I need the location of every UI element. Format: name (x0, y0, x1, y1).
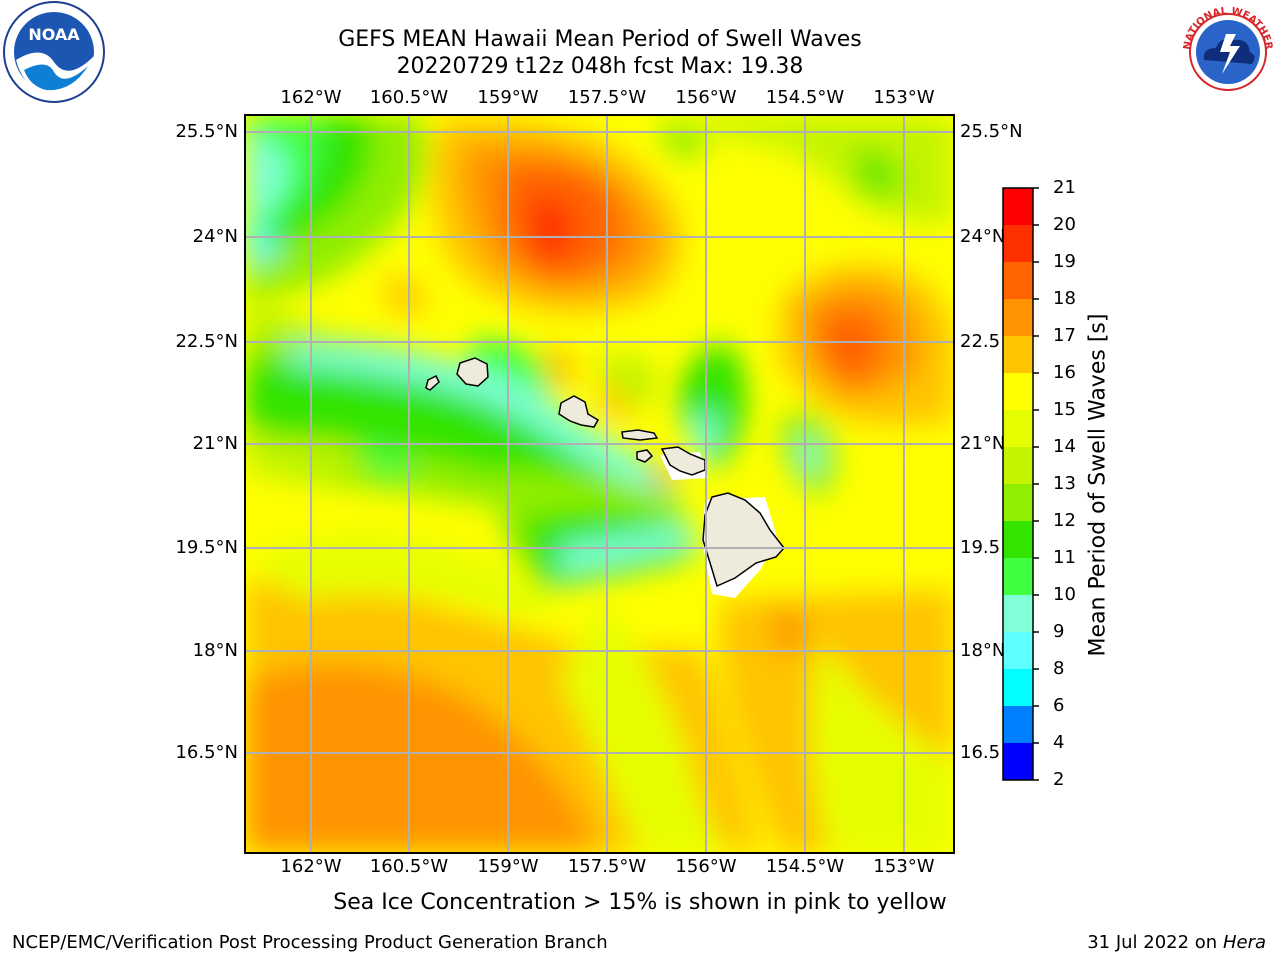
colorbar-segment (1003, 336, 1033, 374)
lat-label: 25.5°N (960, 121, 1023, 142)
colorbar-tick-label: 17 (1053, 325, 1076, 346)
lon-label: 156°W (675, 87, 737, 108)
colorbar-segment (1003, 706, 1033, 744)
colorbar-segment (1003, 447, 1033, 485)
lon-label: 160.5°W (369, 856, 449, 877)
island-lanai (636, 449, 654, 463)
chart-title: GEFS MEAN Hawaii Mean Period of Swell Wa… (338, 27, 862, 52)
colorbar-tick-label: 2 (1053, 769, 1065, 790)
colorbar-segment (1003, 669, 1033, 707)
lat-label: 24°N (192, 226, 238, 247)
lon-label: 157.5°W (567, 87, 647, 108)
colorbar-segment (1003, 632, 1033, 670)
colorbar-tick-label: 8 (1053, 658, 1065, 679)
lon-label: 162°W (280, 856, 342, 877)
lon-label: 156°W (675, 856, 737, 877)
colorbar (1003, 187, 1039, 781)
colorbar-tick-label: 11 (1053, 547, 1076, 568)
lat-label: 24°N (960, 226, 1006, 247)
lon-label: 154.5°W (765, 856, 845, 877)
lon-label: 160.5°W (369, 87, 449, 108)
colorbar-segment (1003, 410, 1033, 448)
colorbar-frame (1002, 187, 1034, 781)
lat-label: 16.5 (960, 742, 1001, 763)
lat-label: 16.5°N (175, 742, 238, 763)
island-molokai (621, 429, 659, 441)
lat-label: 18°N (192, 640, 238, 661)
island-oahu (558, 395, 600, 428)
lat-label: 19.5°N (175, 537, 238, 558)
colorbar-tick-label: 19 (1053, 251, 1076, 272)
lon-label: 157.5°W (567, 856, 647, 877)
swell-period-field (245, 115, 954, 853)
colorbar-tick-label: 15 (1053, 399, 1076, 420)
colorbar-tick-label: 20 (1053, 214, 1076, 235)
noaa-logo: NOAA (3, 1, 105, 103)
colorbar-segment (1003, 262, 1033, 300)
island-kauai (456, 357, 489, 387)
noaa-logo-text: NOAA (28, 25, 80, 44)
colorbar-tick-label: 6 (1053, 695, 1065, 716)
colorbar-title: Mean Period of Swell Waves [s] (1085, 313, 1111, 657)
lon-label: 154.5°W (765, 87, 845, 108)
colorbar-tick-label: 13 (1053, 473, 1076, 494)
island-hawaii (702, 492, 785, 588)
lat-label: 21°N (192, 433, 238, 454)
colorbar-tick-label: 9 (1053, 621, 1065, 642)
colorbar-tick-label: 10 (1053, 584, 1076, 605)
colorbar-segment (1003, 484, 1033, 522)
colorbar-segment (1003, 595, 1033, 633)
lon-label: 159°W (477, 856, 539, 877)
colorbar-tick-label: 12 (1053, 510, 1076, 531)
lat-label: 18°N (960, 640, 1006, 661)
colorbar-tick-label: 21 (1053, 177, 1076, 198)
colorbar-segment (1003, 521, 1033, 559)
credit-host: Hera (1222, 932, 1266, 953)
lon-label: 153°W (873, 856, 935, 877)
lon-label: 159°W (477, 87, 539, 108)
sea-ice-note: Sea Ice Concentration > 15% is shown in … (333, 890, 947, 915)
map-frame (244, 114, 955, 854)
colorbar-segment (1003, 188, 1033, 226)
credit-date-text: 31 Jul 2022 on (1087, 932, 1223, 953)
nws-logo: NATIONAL WEATHER SERVICE (1176, 0, 1278, 102)
colorbar-segment (1003, 558, 1033, 596)
island-niihau (425, 374, 440, 391)
lat-label: 22.5°N (175, 331, 238, 352)
colorbar-segment (1003, 225, 1033, 263)
lon-label: 162°W (280, 87, 342, 108)
lat-label: 19.5 (960, 537, 1001, 558)
lat-label: 21°N (960, 433, 1006, 454)
credit-date: 31 Jul 2022 on Hera (1087, 932, 1266, 953)
chart-subtitle: 20220729 t12z 048h fcst Max: 19.38 (396, 54, 804, 79)
lat-label: 22.5 (960, 331, 1001, 352)
map-gridlines (245, 115, 954, 853)
colorbar-tick-label: 18 (1053, 288, 1076, 309)
colorbar-tick-label: 14 (1053, 436, 1076, 457)
lat-label: 25.5°N (175, 121, 238, 142)
colorbar-tick-label: 16 (1053, 362, 1076, 383)
colorbar-segment (1003, 373, 1033, 411)
credit-branch: NCEP/EMC/Verification Post Processing Pr… (12, 932, 608, 953)
lon-label: 153°W (873, 87, 935, 108)
colorbar-segment (1003, 743, 1033, 781)
colorbar-tick-label: 4 (1053, 732, 1065, 753)
colorbar-segment (1003, 299, 1033, 337)
